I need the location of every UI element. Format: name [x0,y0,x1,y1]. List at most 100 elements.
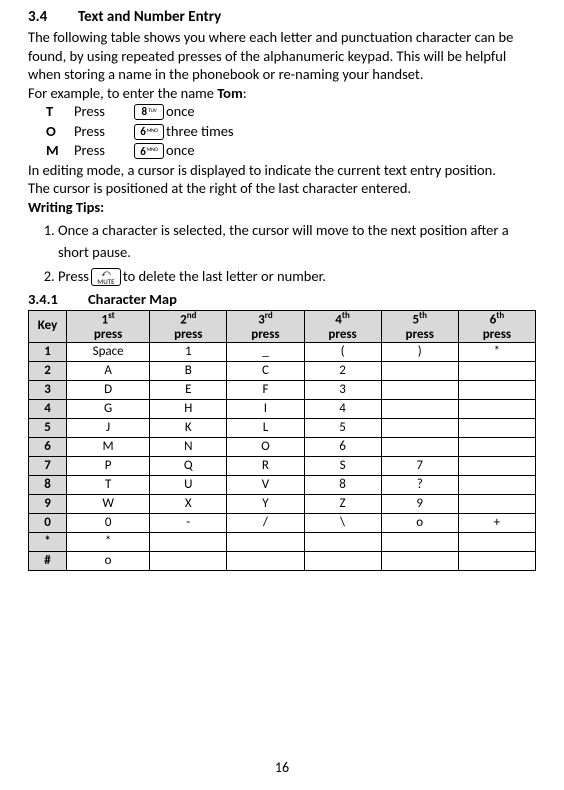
table-row: 3DEF3 [29,380,536,399]
key-cell: 1 [29,342,67,361]
char-cell [381,380,458,399]
char-cell: O [227,437,304,456]
char-cell: 2 [304,361,381,380]
key-cell: 5 [29,418,67,437]
example-press-label: Press [74,141,132,161]
example-press-label: Press [74,122,132,142]
char-cell: H [150,399,227,418]
char-cell: 4 [304,399,381,418]
key-cell: # [29,551,67,570]
char-cell: 5 [304,418,381,437]
keypad-key-icon: 8TUV [134,104,164,120]
char-cell: Q [150,456,227,475]
char-cell: o [381,513,458,532]
char-cell [458,437,535,456]
col-key: Key [29,310,67,342]
example-letter: O [46,122,74,142]
char-cell: ) [381,342,458,361]
table-row: 2ABC2 [29,361,536,380]
char-cell [227,551,304,570]
char-cell: E [150,380,227,399]
example-after: once [166,141,195,161]
char-cell: 8 [304,475,381,494]
subsection-title: Character Map [88,290,177,308]
char-cell: + [458,513,535,532]
char-cell [458,361,535,380]
tip-2-b: to delete the last letter or number. [123,265,326,287]
page-number: 16 [0,759,564,776]
example-lead-colon: : [243,84,247,102]
char-cell: N [150,437,227,456]
col-press-6: 6thpress [458,310,535,342]
char-cell: 3 [304,380,381,399]
char-cell [381,399,458,418]
table-row: ** [29,532,536,551]
char-cell: F [227,380,304,399]
char-cell: T [67,475,150,494]
col-press-5: 5thpress [381,310,458,342]
editing-para-1: In editing mode, a cursor is displayed t… [28,161,536,180]
key-cell: 0 [29,513,67,532]
editing-para-2: The cursor is positioned at the right of… [28,179,536,198]
example-after: once [166,102,195,122]
char-cell: B [150,361,227,380]
char-cell: V [227,475,304,494]
char-cell [304,551,381,570]
col-press-1: 1stpress [67,310,150,342]
intro-paragraph: The following table shows you where each… [28,28,536,84]
char-cell [458,418,535,437]
example-after: three times [166,122,234,142]
char-cell [458,532,535,551]
char-cell [458,475,535,494]
example-name: Tom [217,84,243,102]
char-cell: D [67,380,150,399]
char-cell: R [227,456,304,475]
char-cell: 0 [67,513,150,532]
writing-tips-list: Once a character is selected, the cursor… [28,219,536,288]
table-row: 7PQRS7 [29,456,536,475]
char-cell: 6 [304,437,381,456]
example-press-label: Press [74,102,132,122]
table-row: 6MNO6 [29,437,536,456]
char-cell [150,532,227,551]
char-cell [381,532,458,551]
table-row: 00-/\o+ [29,513,536,532]
table-row: 8TUV8? [29,475,536,494]
char-cell: \ [304,513,381,532]
char-cell: A [67,361,150,380]
char-cell [381,437,458,456]
char-cell [381,551,458,570]
section-title: Text and Number Entry [78,8,221,26]
char-cell [150,551,227,570]
table-row: #o [29,551,536,570]
key-cell: 9 [29,494,67,513]
tip-2-a: Press [58,265,89,287]
key-cell: 6 [29,437,67,456]
example-lead-text: For example, to enter the name [28,84,217,102]
char-cell [458,380,535,399]
col-press-4: 4thpress [304,310,381,342]
char-cell: 9 [381,494,458,513]
keypad-key-icon: 6MNO [134,124,164,140]
char-cell: K [150,418,227,437]
char-cell: 7 [381,456,458,475]
char-cell: Y [227,494,304,513]
char-cell: - [150,513,227,532]
char-cell: U [150,475,227,494]
char-cell [458,399,535,418]
example-letter: M [46,141,74,161]
mute-label: MUTE [97,278,114,285]
example-row: MPress6MNO once [28,141,536,161]
key-cell: * [29,532,67,551]
key-cell: 8 [29,475,67,494]
section-number: 3.4 [28,8,78,26]
key-cell: 3 [29,380,67,399]
char-cell [381,361,458,380]
char-cell: * [67,532,150,551]
char-cell: X [150,494,227,513]
character-map-table: Key1stpress2ndpress3rdpress4thpress5thpr… [28,310,536,571]
key-cell: 2 [29,361,67,380]
char-cell: W [67,494,150,513]
char-cell: ( [304,342,381,361]
tip-1: Once a character is selected, the cursor… [58,219,536,264]
